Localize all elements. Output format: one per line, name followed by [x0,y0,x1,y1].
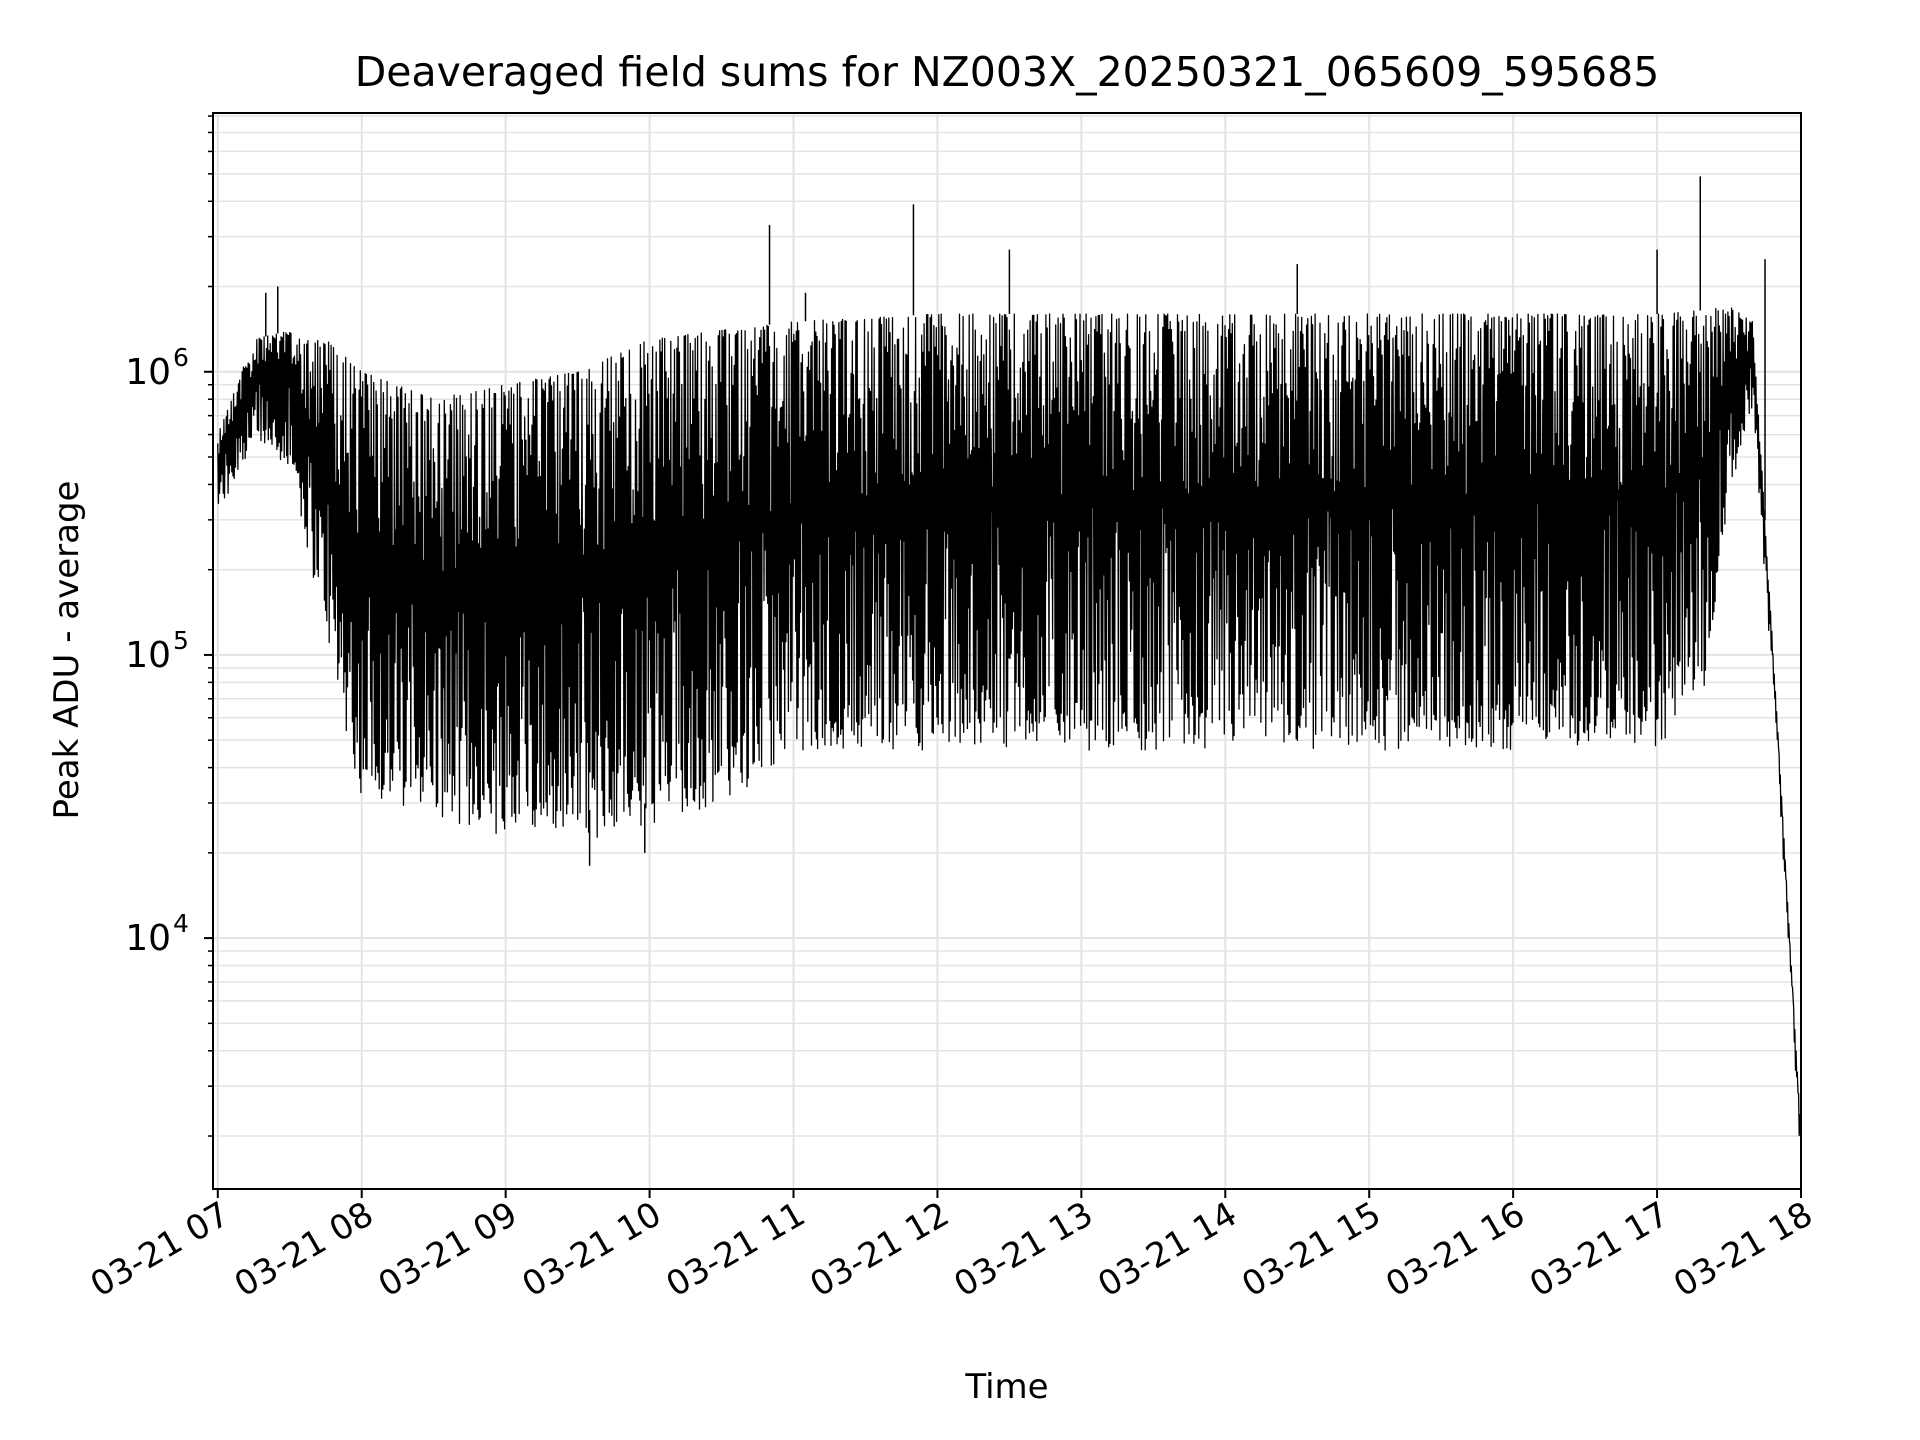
x-axis-label: Time [964,1367,1048,1407]
y-tick-label: 10 [125,635,171,676]
series-path [217,307,1801,1137]
chart-title: Deaveraged field sums for NZ003X_2025032… [355,48,1660,96]
plot-frame [212,112,1802,1190]
plot-area [217,176,1801,1137]
y-axis-label: Peak ADU - average [47,481,87,820]
series-line [217,176,1801,1137]
y-tick-exponent: 5 [173,626,189,655]
y-tick-label: 10 [125,352,171,393]
y-tick-label: 10 [125,918,171,959]
y-tick-exponent: 4 [173,909,189,938]
y-tick-exponent: 6 [173,343,189,372]
